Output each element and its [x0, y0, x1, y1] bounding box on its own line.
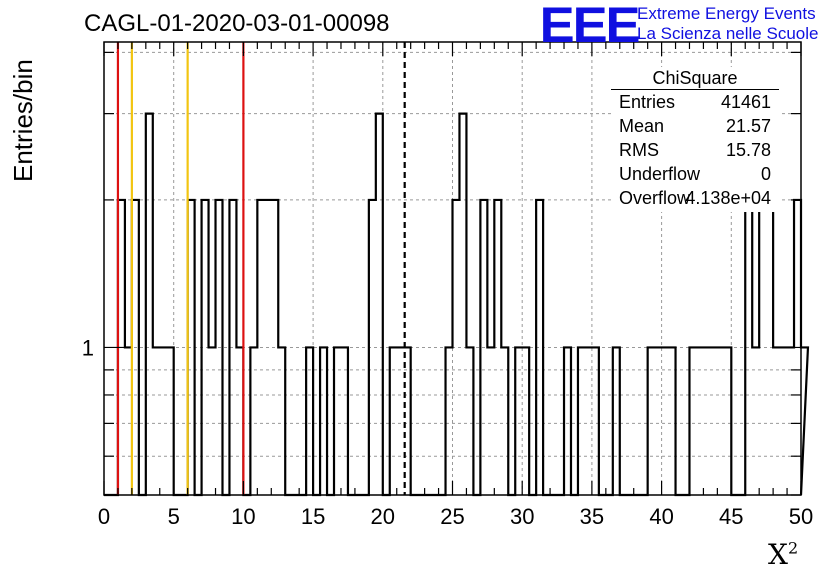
x-tick-label: 25	[440, 504, 464, 529]
stats-row-underflow: Underflow 0	[611, 162, 779, 186]
stats-row-mean: Mean 21.57	[611, 114, 779, 138]
y-tick-label: 1	[82, 335, 94, 360]
stats-key: Overflow	[619, 188, 691, 208]
x-tick-label: 20	[371, 504, 395, 529]
stats-box: ChiSquare Entries 41461 Mean 21.57 RMS 15.7…	[611, 67, 779, 212]
x-tick-label: 10	[231, 504, 255, 529]
stats-row-overflow: Overflow 4.138e+04	[611, 186, 779, 210]
y-axis-label: Entries/bin	[8, 59, 38, 182]
logo-tagline-1: Extreme Energy Events	[637, 4, 816, 23]
x-axis-label-superscript: 2	[787, 538, 799, 558]
stats-value: 21.57	[725, 116, 771, 136]
x-tick-label: 30	[510, 504, 534, 529]
logo-tagline-2: La Scienza nelle Scuole	[637, 24, 819, 43]
axis-ticks: 0 5 10 15 20 25 30 35 40 45 50 1	[82, 42, 813, 529]
chart-title: CAGL-01-2020-03-01-00098	[84, 10, 390, 37]
x-tick-label: 45	[719, 504, 743, 529]
x-axis-label: X2	[768, 538, 798, 571]
eee-logo: EEE	[539, 0, 641, 53]
x-tick-label: 50	[789, 504, 813, 529]
x-tick-label: 35	[580, 504, 604, 529]
stats-title: ChiSquare	[611, 67, 779, 90]
x-tick-label: 5	[168, 504, 180, 529]
stats-value: 0	[760, 164, 771, 184]
stats-value: 41461	[720, 92, 771, 112]
x-axis-label-base: X	[768, 538, 788, 571]
stats-key: Underflow	[619, 164, 701, 184]
x-tick-label: 40	[649, 504, 673, 529]
stats-value: 4.138e+04	[685, 188, 771, 208]
stats-row-entries: Entries 41461	[611, 90, 779, 114]
reference-lines	[116, 42, 406, 495]
x-tick-label: 0	[98, 504, 110, 529]
stats-key: Entries	[619, 92, 676, 112]
stats-row-rms: RMS 15.78	[611, 138, 779, 162]
x-tick-label: 15	[301, 504, 325, 529]
stats-value: 15.78	[725, 140, 771, 160]
stats-key: RMS	[619, 140, 659, 160]
stats-key: Mean	[619, 116, 665, 136]
